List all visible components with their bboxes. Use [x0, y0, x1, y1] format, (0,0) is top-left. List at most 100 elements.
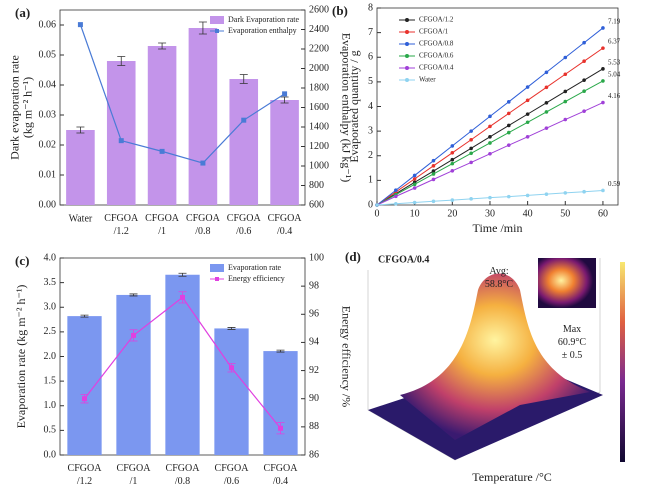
x-tick-label: CFGOA/1.2 — [104, 213, 139, 237]
x-tick-label: CFGOA/1 — [117, 463, 152, 487]
y-tick-label: 3.0 — [44, 302, 57, 313]
marker — [450, 161, 455, 166]
y-tick-label: 0.01 — [39, 169, 57, 180]
y-tick-label: 0.04 — [39, 79, 57, 90]
marker — [601, 100, 605, 105]
marker — [506, 130, 511, 135]
marker — [469, 151, 473, 156]
bar — [66, 130, 95, 205]
marker — [506, 143, 511, 147]
bar — [270, 100, 299, 205]
x-tick-label: 20 — [447, 208, 457, 219]
marker — [469, 197, 473, 201]
marker — [469, 160, 473, 165]
y2-tick-label: 1600 — [309, 102, 329, 113]
y2-tick-label: 96 — [309, 309, 319, 320]
surface-title: CFGOA/0.4 — [378, 254, 429, 265]
error-bar — [227, 327, 236, 330]
x-tick-label: 30 — [485, 208, 495, 219]
error-bar — [227, 363, 236, 373]
plot-frame — [59, 9, 306, 206]
y-tick-label: 5 — [368, 76, 373, 87]
x-tick-label: CFGOA/0.4 — [264, 463, 299, 487]
surface-panel: (d) CFGOA/0.4 Avg: 58.8°C Max 60.9°C ± 0.5 … — [345, 249, 625, 484]
error-bar — [76, 126, 85, 134]
marker — [601, 67, 605, 71]
marker — [544, 126, 549, 130]
x-tick-label: CFGOA/0.6 — [227, 213, 262, 237]
x-tick-label: 50 — [560, 208, 570, 219]
marker — [488, 141, 492, 145]
end-label: 0.59 — [608, 180, 621, 188]
legend-swatch — [405, 42, 409, 46]
bar — [116, 294, 151, 455]
marker — [601, 26, 605, 30]
marker — [544, 192, 549, 196]
legend-swatch — [405, 66, 409, 70]
marker — [601, 188, 605, 193]
y2-tick-label: 88 — [309, 421, 319, 432]
error-bar — [239, 74, 248, 84]
marker — [525, 193, 530, 198]
peak — [400, 273, 590, 440]
y-tick-label: 1.0 — [44, 400, 57, 411]
marker — [375, 203, 379, 207]
marker — [412, 200, 417, 205]
end-label: 6.37 — [608, 38, 621, 46]
marker — [488, 195, 492, 200]
marker — [469, 146, 473, 151]
marker — [582, 189, 586, 194]
annotation: Max 60.9°C ± 0.5 — [558, 324, 586, 361]
marker — [563, 191, 568, 195]
y2-tick-label: 800 — [309, 180, 324, 191]
error-bar — [129, 329, 138, 342]
legend-swatch — [215, 277, 219, 281]
legend-label: CFGOA/0.8 — [419, 40, 454, 48]
end-label: 7.19 — [608, 18, 621, 26]
y2-axis-label: Energy efficiency /% — [339, 306, 353, 408]
marker — [118, 138, 124, 144]
x-tick-label: 40 — [523, 208, 533, 219]
legend-swatch — [215, 29, 219, 33]
y-tick-label: 8 — [368, 2, 373, 13]
annotation: Avg: 58.8°C — [485, 266, 513, 290]
y-tick-label: 0.06 — [39, 19, 57, 30]
marker — [412, 177, 417, 181]
marker — [563, 89, 568, 94]
bar — [188, 28, 218, 205]
legend-label: Evaporation enthalpy — [228, 26, 297, 35]
y2-tick-label: 94 — [309, 337, 319, 348]
y2-tick-label: 2200 — [309, 43, 329, 54]
error-bar — [178, 291, 187, 304]
legend-swatch — [405, 78, 409, 82]
y-tick-label: 2.5 — [44, 326, 57, 337]
y2-tick-label: 90 — [309, 393, 319, 404]
marker — [563, 72, 568, 77]
end-label: 5.53 — [608, 58, 621, 66]
legend-label: CFGOA/0.4 — [419, 64, 454, 72]
marker — [544, 110, 549, 114]
y-tick-label: 0.0 — [44, 449, 57, 460]
bar — [165, 274, 200, 455]
legend-swatch — [405, 54, 409, 58]
y2-tick-label: 1800 — [309, 82, 329, 93]
marker — [563, 99, 568, 104]
legend-swatch — [210, 16, 224, 24]
marker — [450, 150, 455, 155]
marker — [525, 134, 530, 139]
y2-tick-label: 86 — [309, 449, 319, 460]
legend-swatch — [405, 18, 409, 22]
error-bar — [80, 394, 89, 404]
bar — [229, 79, 259, 205]
error-bar — [276, 422, 285, 435]
x-tick-label: CFGOA/1 — [145, 213, 180, 237]
marker — [601, 46, 605, 50]
marker — [394, 201, 398, 206]
y-tick-label: 0.05 — [39, 49, 57, 60]
legend-label: Dark Evaporation rate — [228, 15, 300, 24]
marker — [394, 188, 398, 193]
marker — [488, 124, 492, 129]
colorbar — [620, 262, 625, 462]
error-bar — [178, 272, 187, 277]
